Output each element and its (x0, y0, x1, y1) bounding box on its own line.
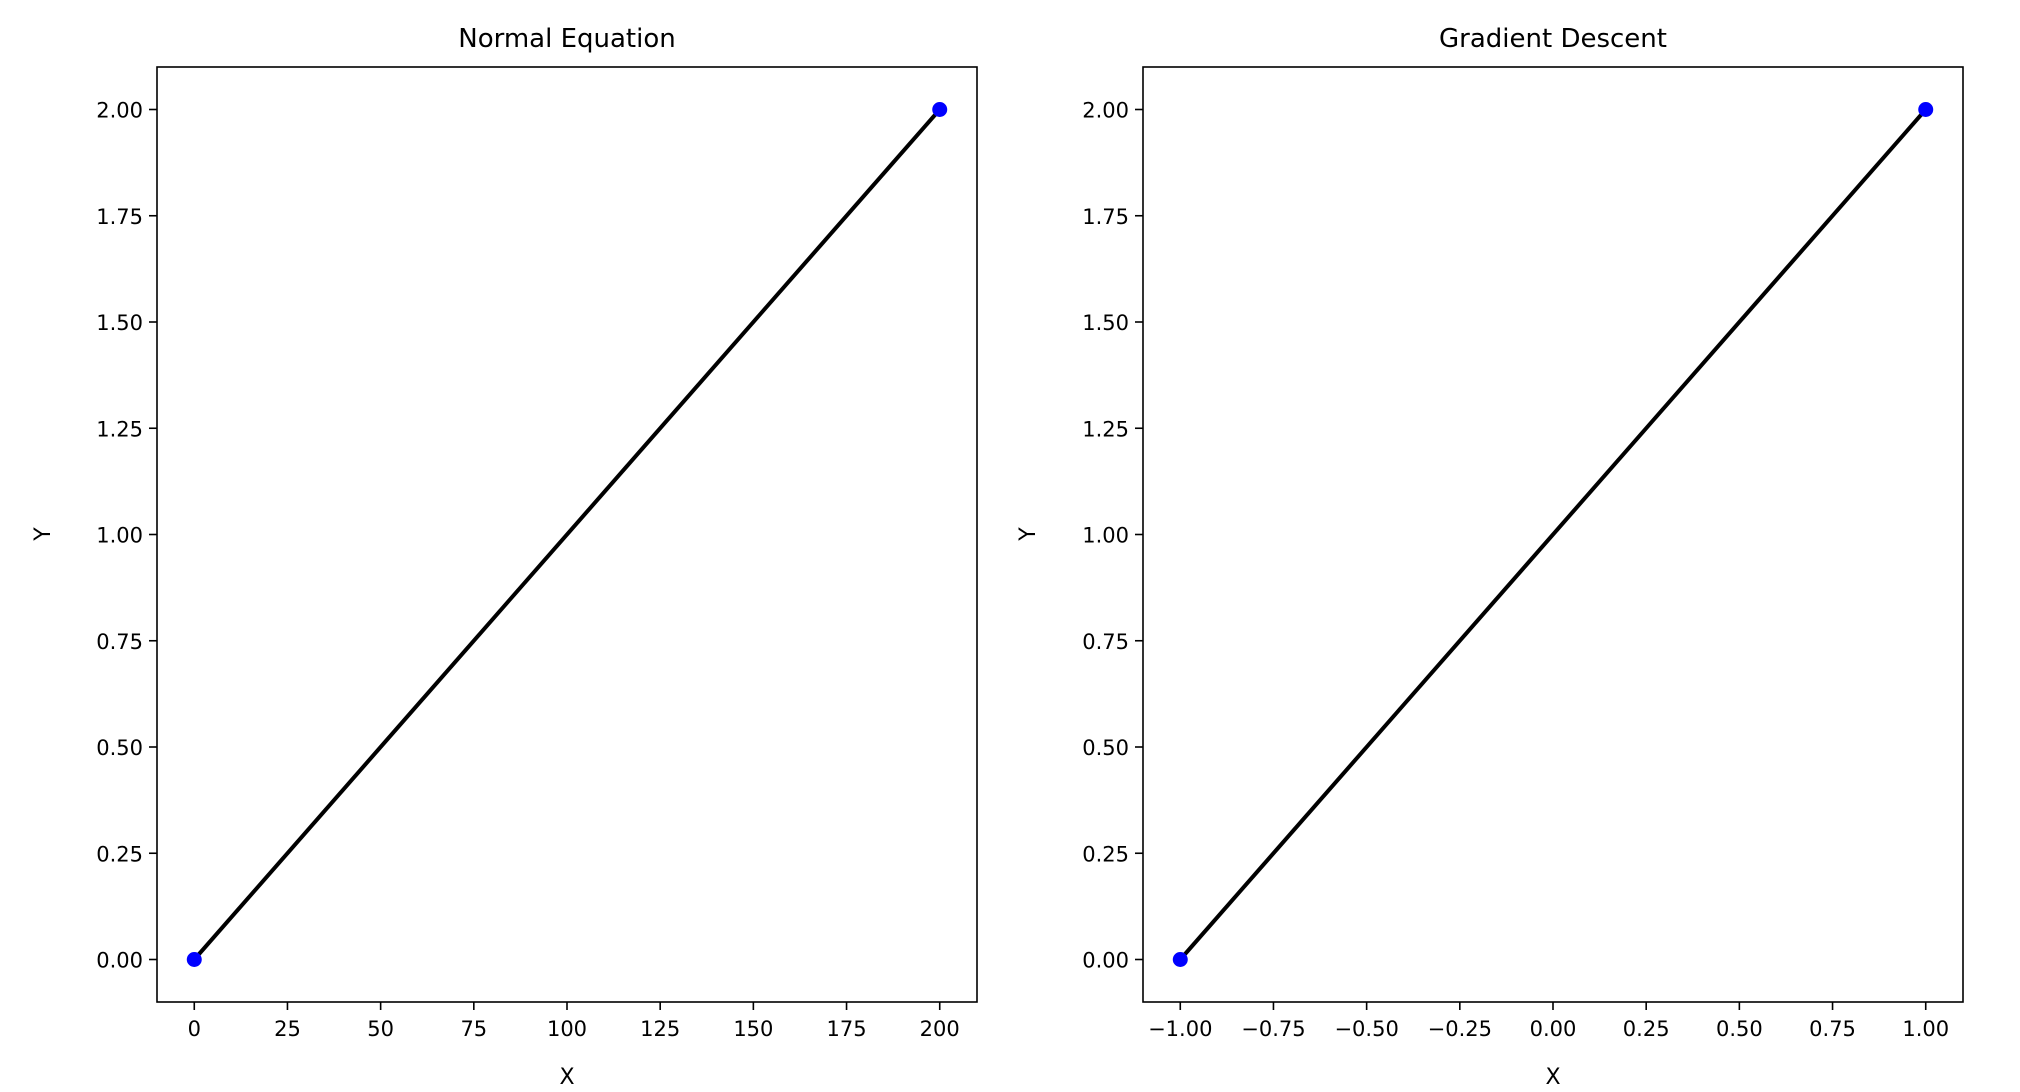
data-point (932, 102, 948, 117)
y-tick-label: 0.50 (1082, 736, 1129, 760)
y-tick-label: 1.25 (1082, 417, 1129, 441)
x-tick-label: 100 (547, 1017, 587, 1041)
fit-line (1178, 108, 1928, 961)
y-axis-label: Y (1016, 527, 1041, 542)
y-tick-label: 1.50 (96, 311, 143, 335)
x-tick-label: 0.25 (1623, 1017, 1670, 1041)
subplot-normal-equation: Normal Equation X Y 0 25 50 75 100 125 150 175 2… (31, 24, 978, 1090)
x-tick-label: 0.00 (1530, 1017, 1577, 1041)
x-tick-label: −0.25 (1428, 1017, 1492, 1041)
x-axis-label: X (559, 1065, 574, 1090)
y-tick-label: 0.25 (1082, 842, 1129, 866)
y-tick-label: 0.00 (1082, 949, 1129, 973)
fit-line (192, 108, 942, 961)
x-tick-label: 0.50 (1716, 1017, 1763, 1041)
x-tick-label: 0.75 (1809, 1017, 1856, 1041)
y-tick-label: 1.00 (1082, 524, 1129, 548)
data-point (1172, 952, 1188, 967)
x-tick-label: 75 (460, 1017, 487, 1041)
x-tick-label: 125 (640, 1017, 680, 1041)
chart-title: Normal Equation (458, 24, 675, 54)
y-tick-label: 2.00 (1082, 99, 1129, 123)
x-tick-label: 0 (188, 1017, 201, 1041)
y-tick-label: 1.50 (1082, 311, 1129, 335)
x-tick-label: 50 (367, 1017, 394, 1041)
x-tick-label: 175 (826, 1017, 866, 1041)
y-tick-label: 0.75 (96, 630, 143, 654)
x-tick-label: −0.50 (1334, 1017, 1398, 1041)
chart-title: Gradient Descent (1439, 24, 1667, 54)
data-point (1918, 102, 1934, 117)
x-tick-label: 150 (733, 1017, 773, 1041)
y-tick-label: 0.00 (96, 949, 143, 973)
x-axis-label: X (1545, 1065, 1560, 1090)
x-tick-label: 200 (920, 1017, 960, 1041)
x-tick-label: −0.75 (1241, 1017, 1305, 1041)
y-tick-label: 0.50 (96, 736, 143, 760)
y-tick-label: 1.25 (96, 417, 143, 441)
x-tick-label: 1.00 (1902, 1017, 1949, 1041)
y-tick-label: 2.00 (96, 99, 143, 123)
subplot-gradient-descent: Gradient Descent X Y −1.00 −0.75 −0.50 −0.2… (1016, 24, 1964, 1090)
y-tick-label: 0.25 (96, 842, 143, 866)
y-tick-label: 1.75 (96, 205, 143, 229)
data-point (186, 952, 202, 967)
y-tick-label: 1.75 (1082, 205, 1129, 229)
y-tick-label: 1.00 (96, 524, 143, 548)
x-tick-label: −1.00 (1148, 1017, 1212, 1041)
x-tick-label: 25 (274, 1017, 301, 1041)
y-axis-label: Y (31, 527, 56, 542)
y-tick-label: 0.75 (1082, 630, 1129, 654)
